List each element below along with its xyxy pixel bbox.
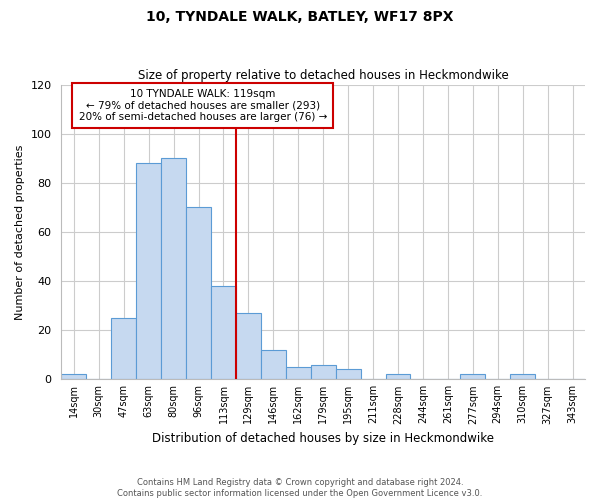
Bar (311, 364, 335, 380)
Bar (236, 313, 261, 380)
Text: Contains HM Land Registry data © Crown copyright and database right 2024.
Contai: Contains HM Land Registry data © Crown c… (118, 478, 482, 498)
Bar (136, 163, 161, 380)
Bar (386, 374, 410, 380)
Bar (186, 208, 211, 380)
X-axis label: Distribution of detached houses by size in Heckmondwike: Distribution of detached houses by size … (152, 432, 494, 445)
Bar (261, 350, 286, 380)
Bar (111, 318, 136, 380)
Title: Size of property relative to detached houses in Heckmondwike: Size of property relative to detached ho… (138, 69, 509, 82)
Bar (161, 158, 186, 380)
Text: 10 TYNDALE WALK: 119sqm
← 79% of detached houses are smaller (293)
20% of semi-d: 10 TYNDALE WALK: 119sqm ← 79% of detache… (79, 89, 327, 122)
Text: 10, TYNDALE WALK, BATLEY, WF17 8PX: 10, TYNDALE WALK, BATLEY, WF17 8PX (146, 10, 454, 24)
Y-axis label: Number of detached properties: Number of detached properties (15, 144, 25, 320)
Bar (460, 374, 485, 380)
Bar (335, 370, 361, 380)
Bar (286, 367, 311, 380)
Bar (211, 286, 236, 380)
Bar (61, 374, 86, 380)
Bar (510, 374, 535, 380)
